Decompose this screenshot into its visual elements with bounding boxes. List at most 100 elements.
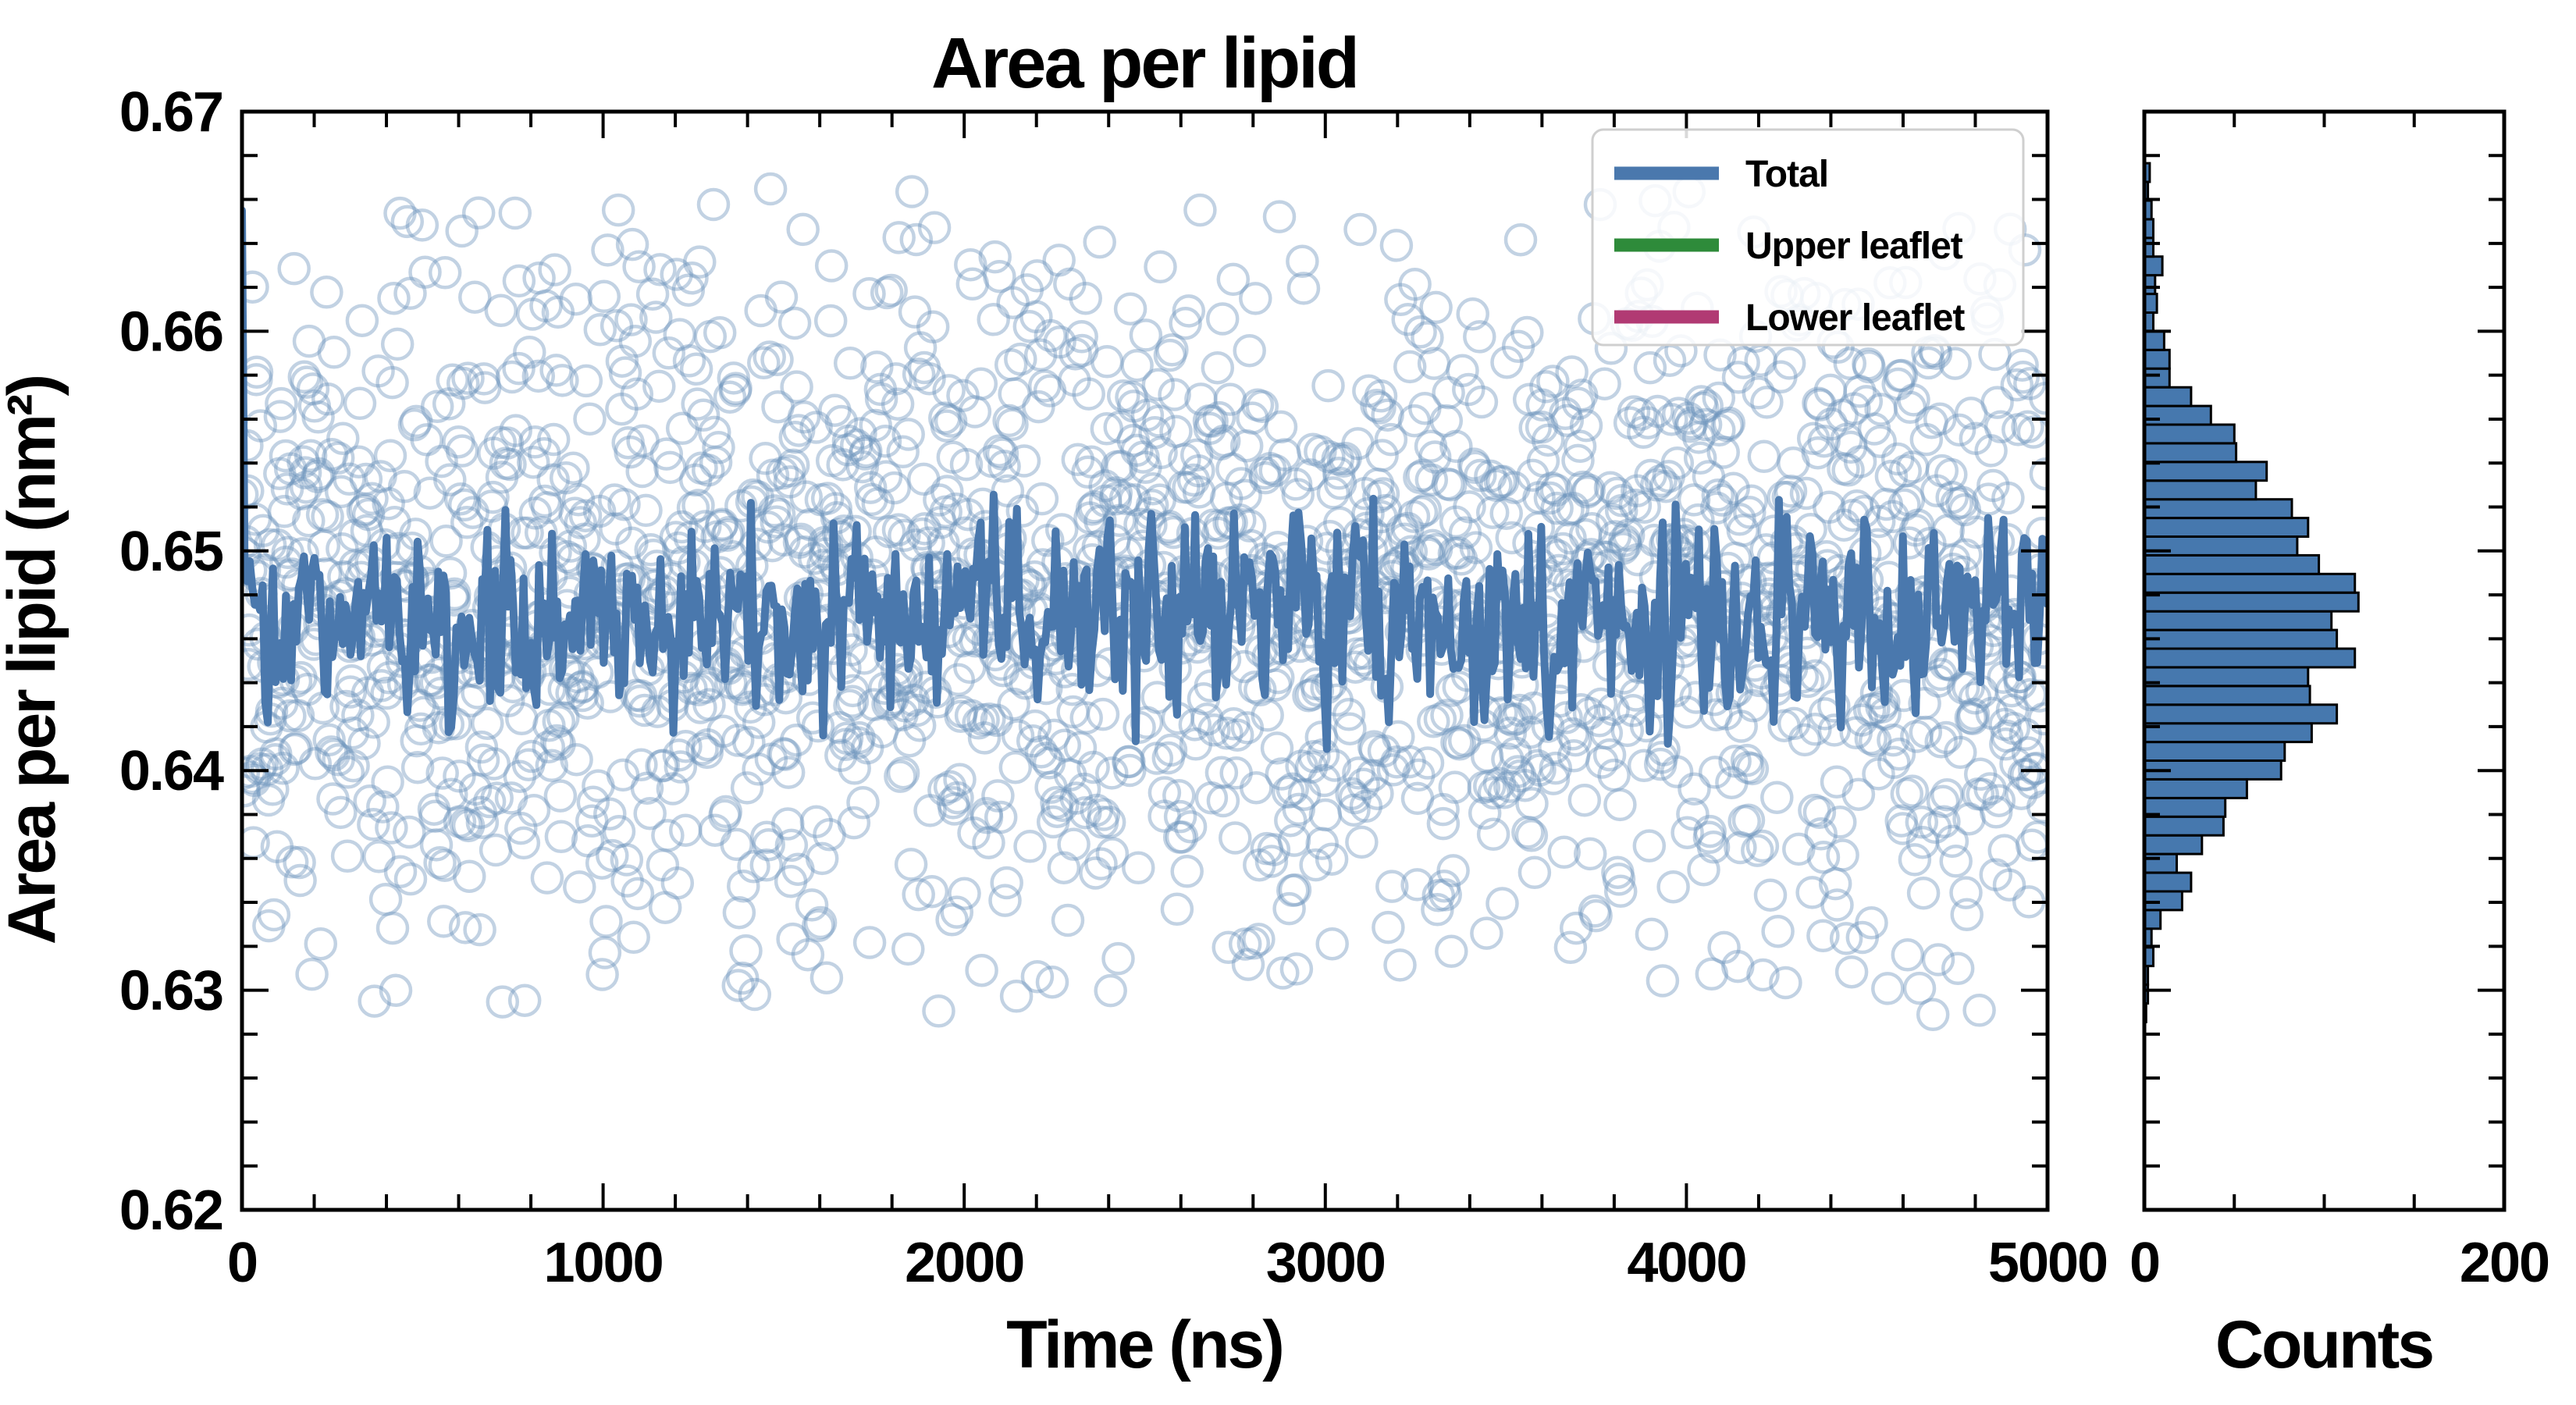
scatter-point <box>451 809 486 843</box>
scatter-point <box>296 372 330 406</box>
scatter-point <box>1296 432 1330 466</box>
scatter-point <box>377 281 411 315</box>
scatter-point <box>1400 868 1434 902</box>
scatter-point <box>634 533 667 567</box>
scatter-point <box>428 848 462 882</box>
scatter-point <box>1745 829 1780 863</box>
scatter-point <box>1224 467 1258 500</box>
scatter-point <box>1772 347 1806 380</box>
scatter-point <box>1688 407 1723 442</box>
scatter-point <box>1753 878 1788 912</box>
scatter-point <box>442 425 475 459</box>
scatter-point <box>461 196 496 230</box>
scatter-point <box>757 494 792 528</box>
scatter-point <box>724 489 758 523</box>
scatter-point <box>1349 789 1383 823</box>
scatter-point <box>1843 445 1877 478</box>
scatter-point <box>1735 484 1768 518</box>
scatter-point <box>331 756 365 789</box>
scatter-point <box>1974 434 2008 468</box>
scatter-point <box>1926 784 1960 819</box>
scatter-point <box>833 688 866 723</box>
scatter-point <box>884 759 917 793</box>
scatter-point <box>1120 433 1154 468</box>
scatter-point <box>1268 438 1301 471</box>
histogram-bar <box>2144 479 2258 501</box>
scatter-point <box>1901 508 1935 542</box>
scatter-point <box>1849 385 1884 418</box>
scatter-point <box>1655 403 1688 436</box>
scatter-point <box>1322 457 1356 490</box>
scatter-point <box>256 773 290 806</box>
scatter-point <box>1518 411 1552 445</box>
scatter-point <box>1404 495 1439 529</box>
scatter-point <box>996 286 1030 319</box>
scatter-point <box>934 404 968 438</box>
scatter-point <box>515 297 550 331</box>
scatter-point <box>573 402 607 436</box>
scatter-point <box>1315 927 1349 961</box>
scatter-point <box>413 476 447 510</box>
scatter-point <box>760 505 793 539</box>
scatter-point <box>585 846 619 880</box>
scatter-point <box>324 475 358 509</box>
scatter-point <box>1742 376 1776 410</box>
scatter-point <box>1721 949 1755 984</box>
scatter-point <box>935 903 969 937</box>
scatter-point <box>1418 440 1452 474</box>
scatter-point <box>1679 681 1713 714</box>
scatter-point <box>831 424 866 458</box>
scatter-point <box>1201 350 1235 385</box>
scatter-point <box>624 748 658 782</box>
scatter-point <box>1741 834 1774 867</box>
scatter-point <box>311 500 344 533</box>
scatter-point <box>1929 720 1963 755</box>
scatter-point <box>286 445 320 478</box>
scatter-point <box>1257 833 1291 866</box>
scatter-point <box>1817 689 1851 723</box>
scatter-point <box>435 777 468 811</box>
scatter-point <box>543 727 576 761</box>
scatter-point <box>446 366 480 400</box>
scatter-point <box>1120 348 1154 382</box>
scatter-point <box>1398 267 1432 301</box>
histogram-bar <box>2144 423 2236 445</box>
scatter-point <box>908 512 941 546</box>
scatter-point <box>1683 441 1717 475</box>
scatter-point <box>930 475 964 508</box>
scatter-point <box>839 429 873 462</box>
scatter-point <box>738 977 772 1012</box>
scatter-point <box>1909 422 1944 457</box>
scatter-point <box>242 774 262 808</box>
scatter-point <box>242 763 272 798</box>
scatter-point <box>1834 955 1869 989</box>
scatter-point <box>1526 444 1560 478</box>
scatter-point <box>1569 408 1603 443</box>
scatter-point <box>1539 473 1574 507</box>
scatter-point <box>2000 368 2034 402</box>
scatter-point <box>1845 920 1880 955</box>
scatter-point <box>886 756 920 790</box>
scatter-point <box>776 448 810 482</box>
scatter-point <box>972 826 1005 859</box>
scatter-point <box>688 510 722 543</box>
scatter-point <box>504 811 538 845</box>
scatter-point <box>1223 503 1257 537</box>
scatter-point <box>1988 707 2022 742</box>
scatter-point <box>283 863 317 898</box>
scatter-point <box>364 460 397 493</box>
scatter-point <box>1304 720 1339 754</box>
scatter-point <box>749 848 784 882</box>
scatter-point <box>1735 752 1770 786</box>
scatter-point <box>1893 390 1927 425</box>
scatter-point <box>969 510 1002 543</box>
scatter-point <box>791 937 825 972</box>
scatter-point <box>347 727 381 760</box>
scatter-point <box>679 352 713 386</box>
scatter-point <box>1380 745 1414 779</box>
scatter-point <box>1253 452 1287 486</box>
scatter-point <box>1994 674 2029 708</box>
scatter-point <box>848 437 882 471</box>
scatter-point <box>1027 369 1062 403</box>
scatter-point <box>737 850 770 884</box>
